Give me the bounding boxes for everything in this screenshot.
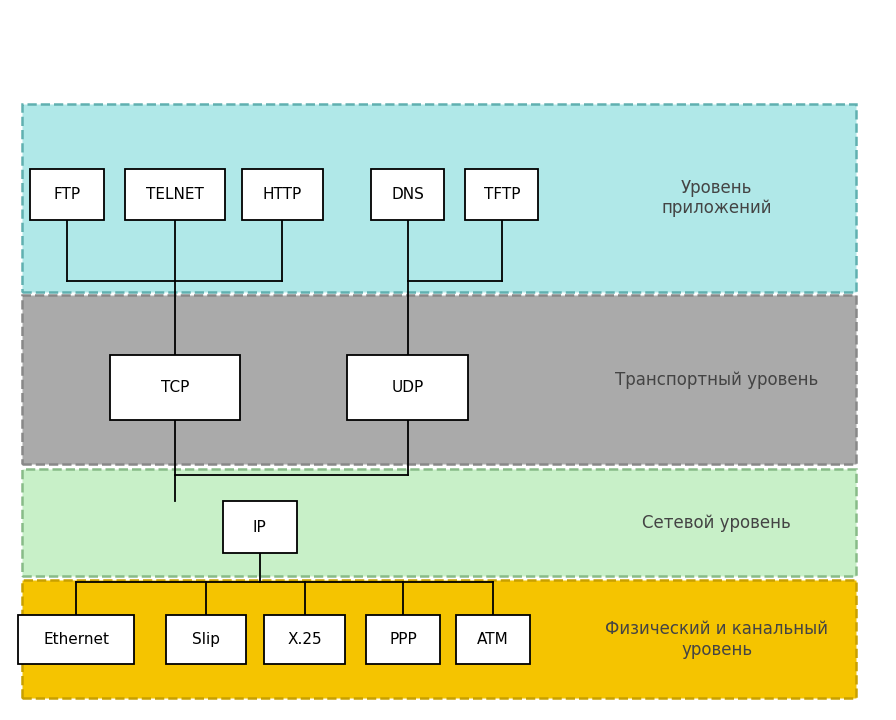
Text: Сетевой уровень: Сетевой уровень xyxy=(642,514,791,531)
Text: Ethernet: Ethernet xyxy=(43,632,109,647)
Text: TELNET: TELNET xyxy=(146,187,203,202)
Text: TFTP: TFTP xyxy=(484,187,520,202)
Text: ATM: ATM xyxy=(477,632,509,647)
FancyBboxPatch shape xyxy=(22,295,856,464)
FancyBboxPatch shape xyxy=(22,104,856,292)
Text: Физический и канальный
уровень: Физический и канальный уровень xyxy=(606,620,828,659)
Text: IP: IP xyxy=(253,520,267,534)
FancyBboxPatch shape xyxy=(348,355,468,420)
FancyBboxPatch shape xyxy=(166,615,246,664)
Text: Slip: Slip xyxy=(192,632,220,647)
Text: TCP: TCP xyxy=(160,380,189,395)
Text: DNS: DNS xyxy=(392,187,424,202)
FancyBboxPatch shape xyxy=(242,169,323,220)
FancyBboxPatch shape xyxy=(110,355,240,420)
FancyBboxPatch shape xyxy=(30,169,104,220)
FancyBboxPatch shape xyxy=(125,169,225,220)
Text: FTP: FTP xyxy=(54,187,81,202)
Text: Транспортный уровень: Транспортный уровень xyxy=(616,372,818,390)
FancyBboxPatch shape xyxy=(366,615,440,664)
Text: HTTP: HTTP xyxy=(263,187,302,202)
FancyBboxPatch shape xyxy=(371,169,444,220)
FancyBboxPatch shape xyxy=(456,615,530,664)
FancyBboxPatch shape xyxy=(223,501,297,553)
FancyBboxPatch shape xyxy=(264,615,345,664)
Text: PPP: PPP xyxy=(390,632,417,647)
FancyBboxPatch shape xyxy=(22,580,856,698)
FancyBboxPatch shape xyxy=(22,469,856,576)
FancyBboxPatch shape xyxy=(18,615,134,664)
Text: Уровень
приложений: Уровень приложений xyxy=(661,179,772,217)
FancyBboxPatch shape xyxy=(465,169,538,220)
Text: X.25: X.25 xyxy=(288,632,322,647)
Text: UDP: UDP xyxy=(392,380,424,395)
